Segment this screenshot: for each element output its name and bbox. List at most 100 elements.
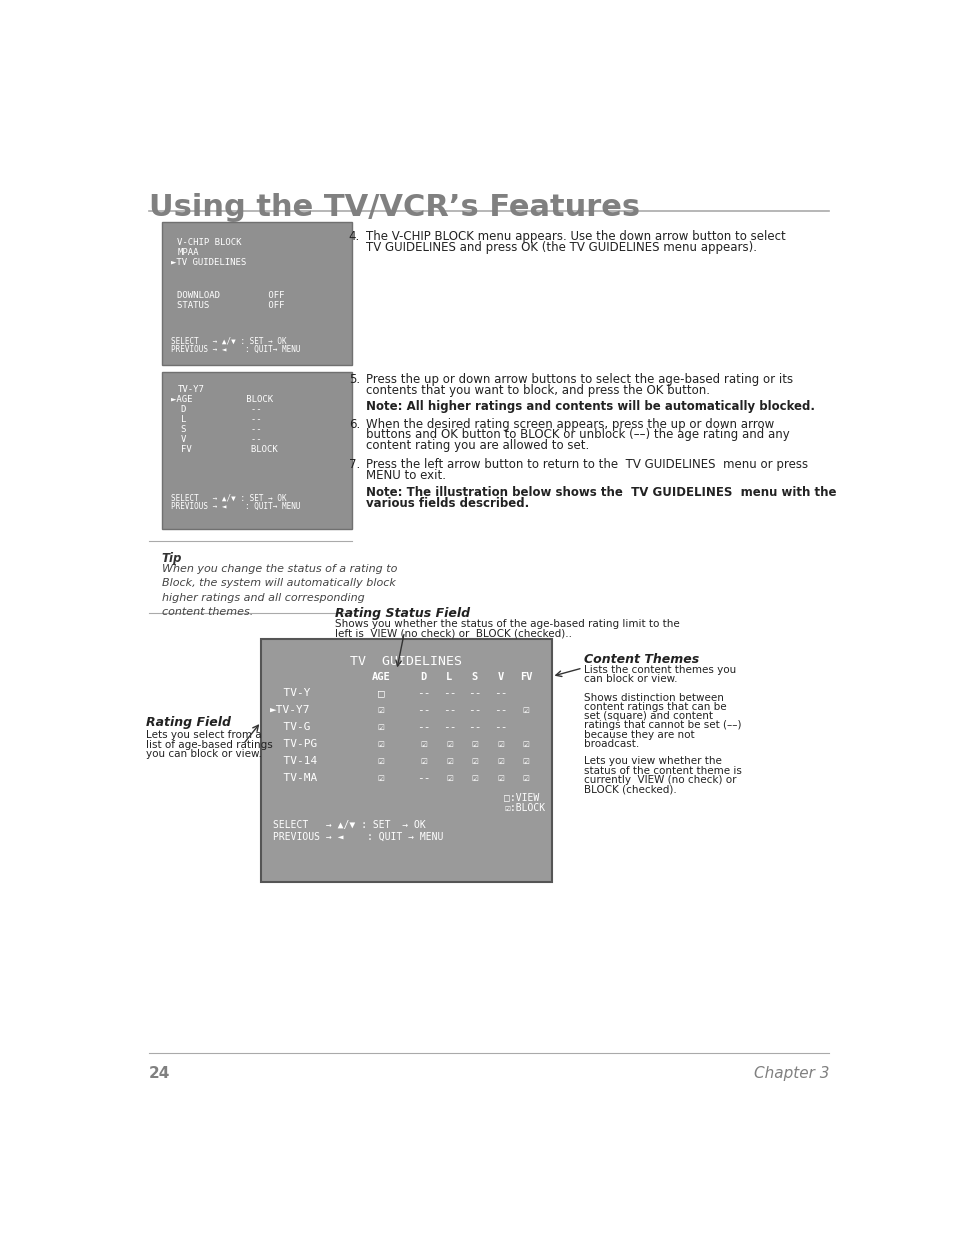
Text: BLOCK (checked).: BLOCK (checked). xyxy=(583,784,677,794)
Text: MPAA: MPAA xyxy=(177,247,198,257)
Text: TV-PG: TV-PG xyxy=(270,739,317,748)
Text: TV-G: TV-G xyxy=(270,721,311,732)
Text: buttons and OK button to BLOCK or unblock (––) the age rating and any: buttons and OK button to BLOCK or unbloc… xyxy=(365,429,789,441)
Bar xyxy=(261,640,551,882)
Text: ☑: ☑ xyxy=(522,705,529,715)
Text: left is  VIEW (no check) or  BLOCK (checked)..: left is VIEW (no check) or BLOCK (checke… xyxy=(335,629,571,638)
Text: MENU to exit.: MENU to exit. xyxy=(365,468,445,482)
Text: 24: 24 xyxy=(149,1066,170,1081)
Text: Chapter 3: Chapter 3 xyxy=(753,1066,828,1081)
Text: --: -- xyxy=(416,705,430,715)
Text: ☑: ☑ xyxy=(377,756,384,766)
Text: Rating Field: Rating Field xyxy=(146,716,232,730)
Text: Lets you view whether the: Lets you view whether the xyxy=(583,757,721,767)
Text: ☑: ☑ xyxy=(471,756,477,766)
Text: various fields described.: various fields described. xyxy=(365,496,528,510)
Text: --: -- xyxy=(468,688,481,698)
Text: can block or view.: can block or view. xyxy=(583,674,677,684)
Text: ratings that cannot be set (––): ratings that cannot be set (––) xyxy=(583,720,741,730)
Text: 7.: 7. xyxy=(348,458,359,471)
Text: ☑: ☑ xyxy=(497,739,503,748)
Text: Content Themes: Content Themes xyxy=(583,652,699,666)
Text: Shows distinction between: Shows distinction between xyxy=(583,693,723,703)
Text: set (square) and content: set (square) and content xyxy=(583,711,713,721)
Text: Shows you whether the status of the age-based rating limit to the: Shows you whether the status of the age-… xyxy=(335,620,679,630)
Text: --: -- xyxy=(416,721,430,732)
Text: ☑:BLOCK: ☑:BLOCK xyxy=(504,803,545,813)
Text: --: -- xyxy=(468,705,481,715)
Text: content ratings that can be: content ratings that can be xyxy=(583,701,726,711)
Text: ☑: ☑ xyxy=(522,739,529,748)
Text: 5.: 5. xyxy=(348,373,359,387)
Text: V            --: V -- xyxy=(181,436,262,445)
Text: S: S xyxy=(472,672,477,682)
Text: Tip: Tip xyxy=(162,552,182,566)
Text: SELECT   → ▲/▼ : SET  → OK: SELECT → ▲/▼ : SET → OK xyxy=(273,820,425,830)
Text: FV: FV xyxy=(519,672,532,682)
Text: 4.: 4. xyxy=(348,230,359,243)
Text: ►TV GUIDELINES: ►TV GUIDELINES xyxy=(171,258,246,267)
Text: PREVIOUS → ◄    : QUIT→ MENU: PREVIOUS → ◄ : QUIT→ MENU xyxy=(171,503,300,511)
Text: D            --: D -- xyxy=(181,405,262,415)
Text: ☑: ☑ xyxy=(497,773,503,783)
Text: --: -- xyxy=(442,688,456,698)
Text: Lets you select from a: Lets you select from a xyxy=(146,730,262,740)
Text: ►TV-Y7: ►TV-Y7 xyxy=(270,705,311,715)
Text: ☑: ☑ xyxy=(471,739,477,748)
Text: Rating Status Field: Rating Status Field xyxy=(335,608,469,620)
Text: STATUS           OFF: STATUS OFF xyxy=(177,301,285,310)
Text: V-CHIP BLOCK: V-CHIP BLOCK xyxy=(177,237,242,247)
Text: DOWNLOAD         OFF: DOWNLOAD OFF xyxy=(177,291,285,300)
Text: --: -- xyxy=(442,705,456,715)
Text: Note: All higher ratings and contents will be automatically blocked.: Note: All higher ratings and contents wi… xyxy=(365,400,814,412)
Text: list of age-based ratings: list of age-based ratings xyxy=(146,740,273,750)
Bar xyxy=(162,372,352,530)
Text: ☑: ☑ xyxy=(522,756,529,766)
Text: --: -- xyxy=(416,688,430,698)
Text: status of the content theme is: status of the content theme is xyxy=(583,766,741,776)
Bar xyxy=(162,222,352,364)
Text: Press the up or down arrow buttons to select the age-based rating or its: Press the up or down arrow buttons to se… xyxy=(365,373,792,387)
Text: contents that you want to block, and press the OK button.: contents that you want to block, and pre… xyxy=(365,384,709,396)
Text: ☑: ☑ xyxy=(446,756,453,766)
Text: When you change the status of a rating to
Block, the system will automatically b: When you change the status of a rating t… xyxy=(162,564,396,618)
Text: ☑: ☑ xyxy=(377,773,384,783)
Text: AGE: AGE xyxy=(372,672,390,682)
Text: --: -- xyxy=(416,773,430,783)
Text: S            --: S -- xyxy=(181,425,262,435)
Text: TV-Y: TV-Y xyxy=(270,688,311,698)
Text: ☑: ☑ xyxy=(446,773,453,783)
Text: ►AGE          BLOCK: ►AGE BLOCK xyxy=(171,395,273,404)
Text: The V-CHIP BLOCK menu appears. Use the down arrow button to select: The V-CHIP BLOCK menu appears. Use the d… xyxy=(365,230,784,243)
Text: PREVIOUS → ◄    : QUIT → MENU: PREVIOUS → ◄ : QUIT → MENU xyxy=(273,832,442,842)
Text: □: □ xyxy=(377,688,384,698)
Text: ☑: ☑ xyxy=(377,705,384,715)
Text: TV-Y7: TV-Y7 xyxy=(177,385,204,394)
Text: ☑: ☑ xyxy=(497,756,503,766)
Text: ☑: ☑ xyxy=(522,773,529,783)
Text: SELECT   → ▲/▼ : SET → OK: SELECT → ▲/▼ : SET → OK xyxy=(171,336,287,345)
Text: □:VIEW: □:VIEW xyxy=(504,792,539,802)
Text: because they are not: because they are not xyxy=(583,730,694,740)
Text: TV-MA: TV-MA xyxy=(270,773,317,783)
Text: L            --: L -- xyxy=(181,415,262,425)
Text: Using the TV/VCR’s Features: Using the TV/VCR’s Features xyxy=(149,193,639,222)
Text: L: L xyxy=(446,672,452,682)
Text: TV  GUIDELINES: TV GUIDELINES xyxy=(350,655,462,668)
Text: --: -- xyxy=(494,705,507,715)
Text: ☑: ☑ xyxy=(446,739,453,748)
Text: ☑: ☑ xyxy=(377,721,384,732)
Text: Lists the content themes you: Lists the content themes you xyxy=(583,664,736,674)
Text: 6.: 6. xyxy=(348,417,359,431)
Text: you can block or view.: you can block or view. xyxy=(146,748,262,758)
Text: When the desired rating screen appears, press the up or down arrow: When the desired rating screen appears, … xyxy=(365,417,773,431)
Text: currently  VIEW (no check) or: currently VIEW (no check) or xyxy=(583,776,736,785)
Text: TV-14: TV-14 xyxy=(270,756,317,766)
Text: --: -- xyxy=(468,721,481,732)
Text: D: D xyxy=(420,672,427,682)
Text: Note: The illustration below shows the  TV GUIDELINES  menu with the: Note: The illustration below shows the T… xyxy=(365,487,836,499)
Text: V: V xyxy=(497,672,503,682)
Text: SELECT   → ▲/▼ : SET → OK: SELECT → ▲/▼ : SET → OK xyxy=(171,493,287,503)
Text: PREVIOUS → ◄    : QUIT→ MENU: PREVIOUS → ◄ : QUIT→ MENU xyxy=(171,346,300,354)
Text: broadcast.: broadcast. xyxy=(583,739,639,748)
